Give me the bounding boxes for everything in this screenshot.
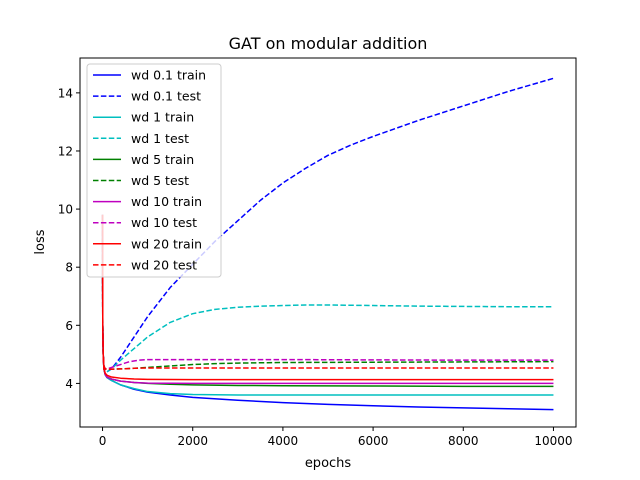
legend-label-6: wd 10 train bbox=[131, 194, 202, 209]
legend-label-8: wd 20 train bbox=[131, 236, 202, 251]
chart-title: GAT on modular addition bbox=[229, 34, 428, 53]
legend-label-7: wd 10 test bbox=[131, 215, 197, 230]
plot-frame bbox=[79, 57, 577, 428]
legend-items: wd 0.1 train wd 0.1 test wd 1 train wd 1 te… bbox=[93, 68, 206, 272]
x-tick-label-3: 6000 bbox=[358, 434, 389, 448]
legend-label-3: wd 1 test bbox=[131, 131, 189, 146]
x-tick-label-4: 8000 bbox=[448, 434, 479, 448]
legend-label-5: wd 5 test bbox=[131, 173, 189, 188]
y-tick-label-1: 6 bbox=[65, 319, 73, 333]
x-tick-label-1: 2000 bbox=[177, 434, 208, 448]
y-tick-label-2: 8 bbox=[65, 261, 73, 275]
x-tick-label-5: 10000 bbox=[534, 434, 572, 448]
series-line-9 bbox=[101, 214, 554, 371]
series-line-3 bbox=[101, 214, 554, 373]
legend-label-4: wd 5 train bbox=[131, 152, 194, 167]
y-tick-label-5: 14 bbox=[58, 86, 73, 100]
y-axis-label: loss bbox=[33, 229, 48, 254]
legend: wd 0.1 train wd 0.1 test wd 1 train wd 1 te… bbox=[86, 63, 222, 278]
y-axis-ticks: 4 6 8 10 12 14 bbox=[58, 86, 80, 391]
legend-label-2: wd 1 train bbox=[131, 110, 194, 125]
x-tick-label-0: 0 bbox=[99, 434, 107, 448]
series-layer bbox=[101, 77, 554, 411]
y-tick-label-0: 4 bbox=[65, 377, 73, 391]
x-axis-label: epochs bbox=[305, 456, 352, 471]
x-tick-label-2: 4000 bbox=[268, 434, 299, 448]
x-axis-ticks: 0 2000 4000 6000 8000 10000 bbox=[99, 427, 573, 448]
y-tick-label-4: 12 bbox=[58, 144, 73, 158]
legend-label-9: wd 20 test bbox=[131, 257, 197, 272]
y-tick-label-3: 10 bbox=[58, 203, 73, 217]
legend-label-1: wd 0.1 test bbox=[131, 89, 201, 104]
legend-label-0: wd 0.1 train bbox=[131, 68, 206, 83]
